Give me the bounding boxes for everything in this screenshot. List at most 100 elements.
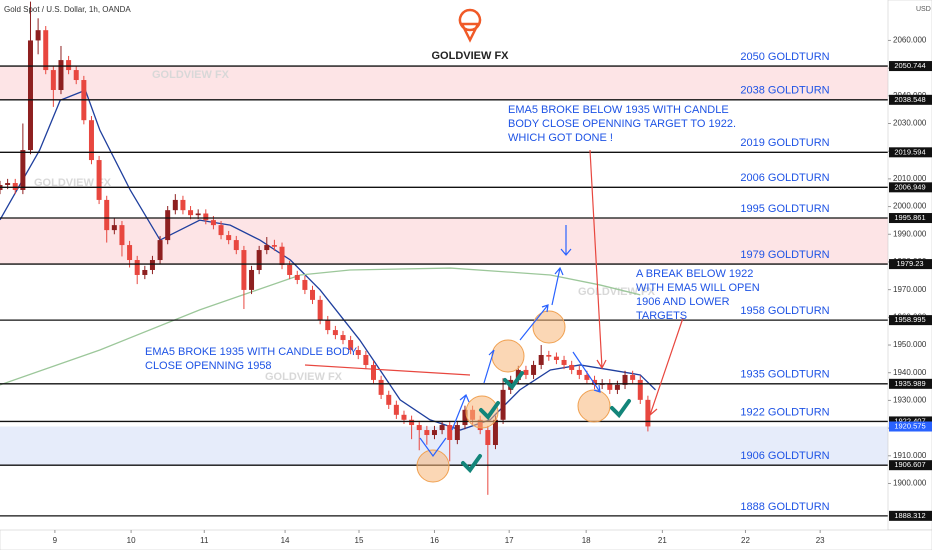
candle-body	[409, 419, 415, 426]
y-tick-label: 2030.000	[893, 119, 927, 128]
ema-line	[0, 89, 656, 431]
zone	[0, 66, 888, 100]
candle-body	[96, 160, 102, 200]
candle-body	[378, 379, 384, 395]
y-tick-label: 1900.000	[893, 479, 927, 488]
candle-body	[485, 430, 491, 445]
candle-body	[58, 60, 64, 90]
candle-body	[27, 40, 33, 151]
annotation: TARGETS	[636, 310, 687, 322]
candle-body	[119, 225, 125, 246]
candle-body	[43, 30, 49, 71]
circle	[416, 449, 450, 483]
y-tick-label: 1940.000	[893, 368, 927, 377]
candle-body	[233, 240, 239, 251]
price-tag	[889, 213, 932, 224]
y-tick-label: 1910.000	[893, 451, 927, 460]
candle-body	[157, 240, 163, 261]
x-tick-label: 17	[505, 536, 514, 545]
arrows	[419, 225, 601, 458]
level-label: 2006 GOLDTURN	[740, 172, 829, 184]
red-arrows	[589, 149, 684, 417]
candle-body	[431, 430, 437, 436]
candle-body	[226, 235, 232, 241]
candle-body	[73, 70, 79, 81]
candle-body	[645, 399, 651, 427]
logo: GOLDVIEW FX	[432, 8, 510, 62]
annotations: EMA5 BROKE BELOW 1935 WITH CANDLE BODY C…	[145, 104, 760, 372]
candle-body	[325, 320, 331, 331]
price-tag	[889, 416, 932, 427]
candle-body	[576, 369, 582, 375]
y-tick-label: 1970.000	[893, 285, 927, 294]
logo-icon	[458, 8, 482, 43]
price-tag	[889, 378, 932, 389]
watermark: GOLDVIEW FX	[34, 177, 112, 189]
candle-body	[134, 260, 140, 275]
current-price-tag	[889, 421, 932, 432]
price-tag	[889, 259, 932, 270]
candle-body	[439, 425, 445, 431]
header: Gold Spot / U.S. Dollar, 1h, OANDA	[4, 5, 131, 14]
price-tag-label: 1906.607	[894, 460, 925, 469]
annotation: EMA5 BROKE 1935 WITH CANDLE BODY	[145, 346, 358, 358]
level-label: 2050 GOLDTURN	[740, 51, 829, 63]
price-tag-label: 1922.407	[894, 416, 925, 425]
candle-body	[287, 265, 293, 275]
candle-body	[531, 364, 537, 375]
y-tick-label: 2010.000	[893, 174, 927, 183]
candle-body	[149, 260, 155, 270]
candle-body	[447, 425, 453, 441]
candle-body	[111, 225, 117, 231]
candle-body	[279, 246, 285, 265]
trend-line	[304, 364, 471, 376]
candle-body	[50, 70, 56, 90]
x-tick-label: 18	[582, 536, 591, 545]
time-axis	[0, 529, 932, 551]
circle	[491, 339, 525, 373]
price-tag-label: 2038.548	[894, 95, 925, 104]
watermark: GOLDVIEW FX	[265, 371, 343, 383]
ema-line	[0, 267, 641, 386]
logo-text: GOLDVIEW FX	[432, 50, 510, 62]
level-label: 1922 GOLDTURN	[740, 406, 829, 418]
drawings	[304, 149, 684, 483]
price-tag-label: 1979.23	[896, 259, 923, 268]
candle-body	[88, 120, 94, 161]
candle-body	[424, 430, 430, 436]
candle-body	[142, 269, 148, 275]
candle-body	[20, 150, 26, 190]
candle-body	[172, 199, 178, 211]
level-label: 2038 GOLDTURN	[740, 85, 829, 97]
candle-body	[370, 364, 376, 380]
candle-body	[5, 183, 11, 185]
price-tag-label: 1958.995	[894, 315, 925, 324]
candle-body	[637, 379, 643, 400]
candle-body	[538, 354, 544, 365]
watermark: GOLDVIEW FX	[152, 69, 230, 81]
circle	[577, 389, 611, 423]
annotation: WHICH GOT DONE !	[508, 132, 613, 144]
candle-body	[302, 279, 308, 290]
price-tag	[889, 61, 932, 72]
candle-body	[393, 404, 399, 415]
candle-body	[310, 289, 316, 300]
price-tag-label: 1888.312	[894, 511, 925, 520]
x-tick-label: 23	[816, 536, 825, 545]
price-tag-label: 2006.949	[894, 182, 925, 191]
x-tick-label: 9	[53, 536, 58, 545]
candle-body	[454, 425, 460, 441]
annotation: WITH EMA5 WILL OPEN	[636, 282, 760, 294]
candle-body	[256, 250, 262, 270]
price-tag	[889, 147, 932, 158]
candle-body	[188, 210, 194, 216]
price-tag-label: 2050.744	[894, 61, 925, 70]
level-label: 1935 GOLDTURN	[740, 369, 829, 381]
candle-body	[271, 245, 277, 247]
price-tag	[889, 94, 932, 105]
candle-body	[592, 379, 598, 385]
candle-body	[553, 356, 559, 360]
x-tick-label: 15	[355, 536, 364, 545]
price-tag-label: 1935.989	[894, 379, 925, 388]
candle-body	[127, 245, 133, 261]
